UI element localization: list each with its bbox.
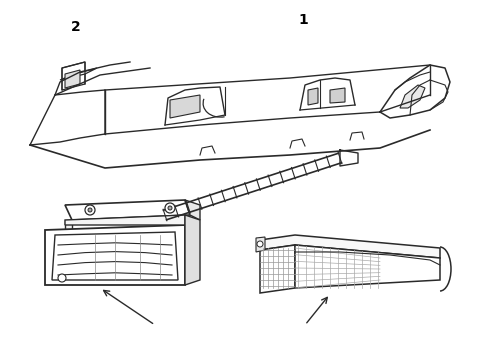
Circle shape — [58, 274, 66, 282]
Polygon shape — [185, 215, 200, 285]
Polygon shape — [295, 245, 440, 288]
Polygon shape — [185, 200, 200, 220]
Polygon shape — [45, 225, 185, 285]
Polygon shape — [52, 232, 178, 280]
Circle shape — [168, 206, 172, 210]
Polygon shape — [260, 235, 440, 258]
Polygon shape — [65, 215, 185, 225]
Text: 1: 1 — [299, 13, 309, 27]
Polygon shape — [260, 245, 295, 293]
Polygon shape — [65, 70, 80, 88]
Circle shape — [88, 208, 92, 212]
Circle shape — [85, 205, 95, 215]
Polygon shape — [65, 200, 190, 220]
Circle shape — [165, 203, 175, 213]
Polygon shape — [62, 62, 85, 90]
Polygon shape — [60, 68, 97, 80]
Text: 2: 2 — [71, 20, 81, 34]
Polygon shape — [65, 220, 72, 235]
Polygon shape — [256, 237, 265, 252]
Circle shape — [257, 241, 263, 247]
Polygon shape — [308, 88, 318, 105]
Polygon shape — [400, 85, 425, 108]
Polygon shape — [170, 95, 200, 118]
Polygon shape — [330, 88, 345, 103]
